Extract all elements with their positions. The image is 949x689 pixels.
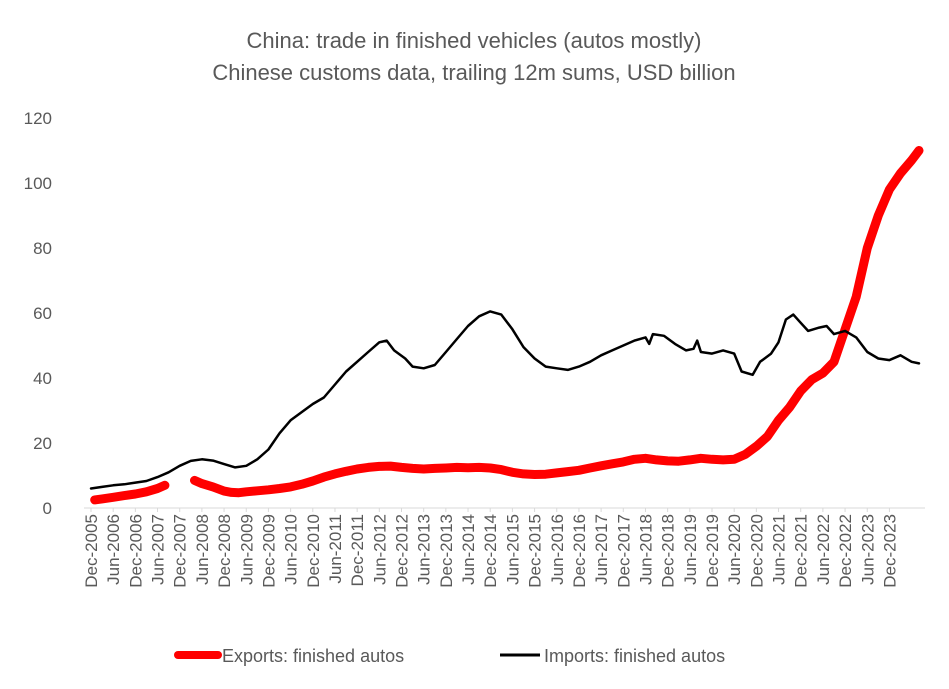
x-tick-label: Dec-2023 [880, 514, 899, 588]
x-tick-label: Jun-2015 [503, 514, 522, 585]
x-tick-label: Dec-2017 [614, 514, 633, 588]
x-axis-tick-labels: Dec-2005 Jun-2006 Dec-2006 Jun-2007 Dec-2007… [82, 508, 899, 588]
x-tick-label: Jun-2011 [326, 514, 345, 584]
y-tick-label: 60 [33, 304, 52, 323]
x-tick-label: Dec-2019 [703, 514, 722, 588]
x-tick-label: Dec-2014 [481, 514, 500, 588]
exports-series-line [90, 146, 924, 505]
x-tick-label: Dec-2016 [570, 514, 589, 588]
y-tick-label: 20 [33, 434, 52, 453]
x-tick-label: Dec-2005 [82, 514, 101, 588]
x-tick-label: Jun-2010 [282, 514, 301, 585]
x-tick-label: Jun-2009 [237, 514, 256, 585]
x-tick-label: Jun-2006 [104, 514, 123, 585]
x-tick-label: Dec-2013 [437, 514, 456, 588]
chart-title: China: trade in finished vehicles (autos… [247, 28, 702, 53]
x-tick-label: Jun-2018 [636, 514, 655, 585]
imports-series-line [89, 310, 921, 490]
x-tick-label: Dec-2008 [215, 514, 234, 588]
legend-label-exports: Exports: finished autos [222, 646, 404, 666]
x-tick-label: Jun-2012 [370, 514, 389, 585]
x-tick-label: Jun-2019 [681, 514, 700, 585]
x-tick-label: Dec-2022 [836, 514, 855, 588]
x-tick-label: Jun-2017 [592, 514, 611, 585]
y-tick-label: 100 [24, 174, 52, 193]
x-tick-label: Dec-2012 [393, 514, 412, 588]
x-tick-label: Dec-2006 [126, 514, 145, 588]
x-tick-label: Jun-2013 [415, 514, 434, 585]
x-tick-label: Jun-2023 [858, 514, 877, 585]
x-tick-label: Dec-2010 [304, 514, 323, 588]
x-tick-label: Jun-2021 [770, 514, 789, 585]
x-tick-label: Dec-2007 [171, 514, 190, 588]
x-tick-label: Dec-2011 [348, 514, 367, 586]
y-tick-label: 120 [24, 109, 52, 128]
x-tick-label: Jun-2008 [193, 514, 212, 585]
y-tick-label: 40 [33, 369, 52, 388]
x-tick-label: Jun-2022 [814, 514, 833, 585]
legend-label-imports: Imports: finished autos [544, 646, 725, 666]
series-layer [89, 146, 924, 505]
y-tick-label: 80 [33, 239, 52, 258]
legend: Exports: finished autos Imports: finishe… [174, 646, 725, 666]
x-tick-label: Jun-2016 [548, 514, 567, 585]
y-axis-tick-labels: 0 20 40 60 80 100 120 [24, 109, 52, 518]
x-tick-label: Dec-2015 [526, 514, 545, 588]
y-tick-label: 0 [43, 499, 52, 518]
x-tick-label: Dec-2021 [792, 514, 811, 588]
chart-subtitle: Chinese customs data, trailing 12m sums,… [212, 60, 735, 85]
x-tick-label: Dec-2009 [259, 514, 278, 588]
x-tick-label: Dec-2018 [659, 514, 678, 588]
x-tick-label: Jun-2020 [725, 514, 744, 585]
x-tick-label: Dec-2020 [747, 514, 766, 588]
x-tick-label: Jun-2014 [459, 514, 478, 585]
x-tick-label: Jun-2007 [149, 514, 168, 585]
